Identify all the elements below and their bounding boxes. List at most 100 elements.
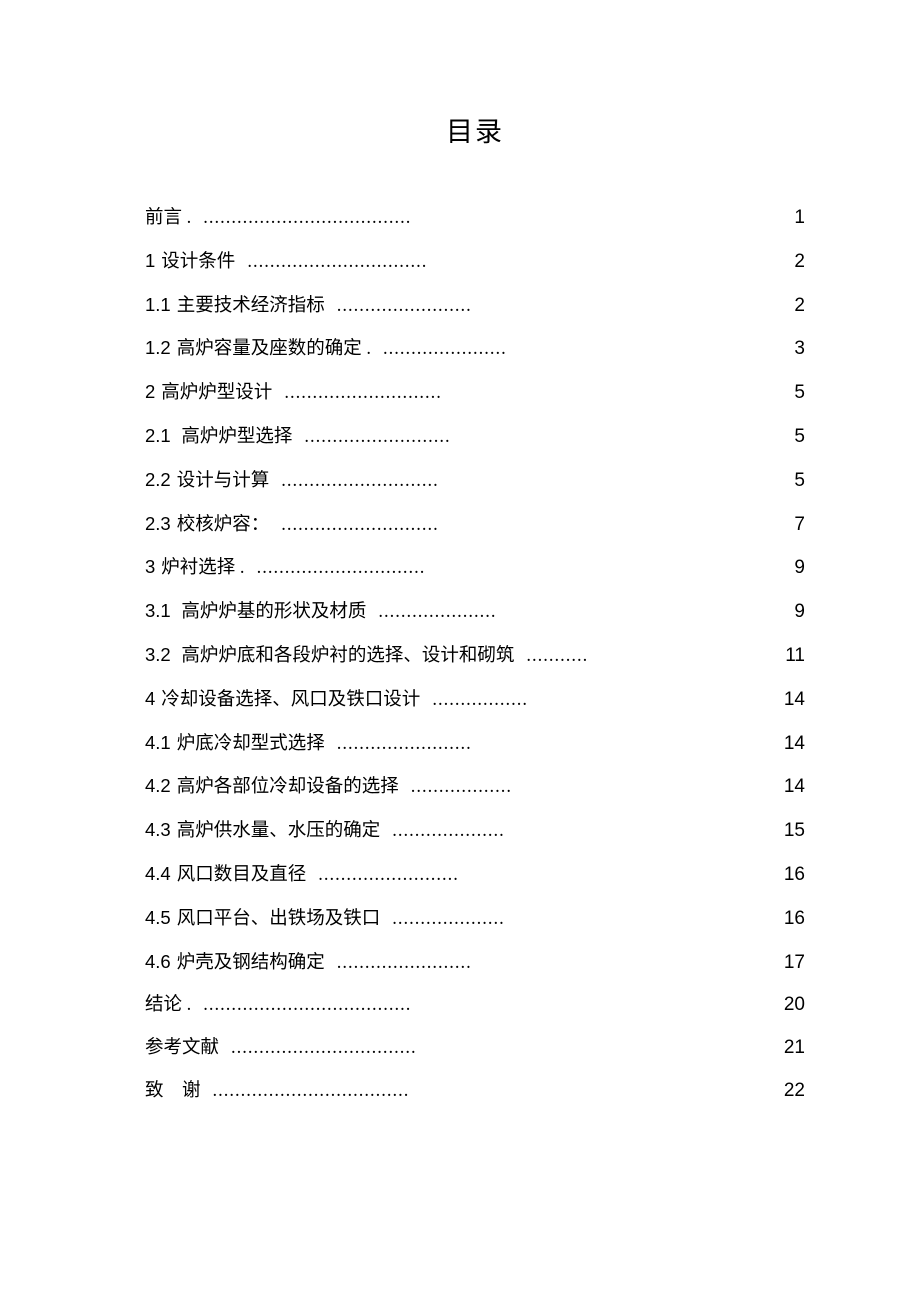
toc-row: 参考文献................................. 21 [145, 1037, 805, 1060]
toc-page-number: 2 [775, 295, 805, 318]
toc-row: 4.1炉底冷却型式选择........................ 14 [145, 732, 805, 756]
toc-page-number: 5 [775, 470, 805, 493]
toc-page-number: 20 [775, 994, 805, 1017]
toc-dots: ..................................... [201, 207, 411, 229]
toc-entry-number: 4.3 [145, 819, 171, 840]
toc-entry-label: 3.1 高炉炉基的形状及材质 [145, 600, 376, 623]
toc-dots: ............................ [279, 514, 439, 536]
toc-entry-label: 结论 . [145, 994, 201, 1016]
toc-entry-label: 1.1主要技术经济指标 [145, 294, 335, 317]
toc-entry-number: 3.2 [145, 644, 171, 665]
toc-entry-label: 4.5风口平台、出铁场及铁口 [145, 907, 390, 930]
toc-page-number: 3 [775, 338, 805, 361]
toc-entry-number: 4.4 [145, 863, 171, 884]
toc-dots: ..................... [376, 601, 496, 623]
toc-dots: .................. [409, 776, 512, 798]
toc-row: 4.6炉壳及钢结构确定........................ 17 [145, 951, 805, 975]
toc-dots: ........................ [335, 952, 472, 974]
toc-row: 1设计条件................................ 2 [145, 250, 805, 274]
toc-page-number: 14 [775, 776, 805, 799]
toc-dots: ..................................... [201, 994, 411, 1016]
toc-dots: ...................... [381, 338, 507, 360]
toc-entry-label: 4.4风口数目及直径 [145, 863, 316, 886]
toc-entry-number: 1.1 [145, 294, 171, 315]
toc-page-number: 16 [775, 864, 805, 887]
toc-page-number: 5 [775, 382, 805, 405]
toc-row: 3炉衬选择 ............................... 9 [145, 556, 805, 580]
toc-entry-label: 4.2高炉各部位冷却设备的选择 [145, 775, 409, 798]
toc-entry-label: 2.3校核炉容： [145, 513, 279, 536]
toc-entry-number: 3 [145, 556, 155, 577]
toc-row: 4.5风口平台、出铁场及铁口.................... 16 [145, 907, 805, 931]
toc-dots: ................................ [245, 251, 427, 273]
toc-page-number: 14 [775, 689, 805, 712]
toc-entry-label: 1设计条件 [145, 250, 245, 273]
page-container: 目录 前言 ..................................… [0, 0, 920, 1103]
toc-entry-label: 3炉衬选择 . [145, 556, 255, 579]
toc-title: 目录 [145, 110, 805, 149]
toc-row: 1.2高炉容量及座数的确定 ....................... 3 [145, 337, 805, 361]
toc-page-number: 1 [775, 207, 805, 230]
toc-page-number: 16 [775, 908, 805, 931]
toc-entry-number: 2.3 [145, 513, 171, 534]
toc-entry-label: 致 谢 [145, 1080, 211, 1102]
toc-entry-label: 4冷却设备选择、风口及铁口设计 [145, 688, 430, 711]
toc-entry-label: 参考文献 [145, 1037, 229, 1059]
toc-entry-label: 4.3高炉供水量、水压的确定 [145, 819, 390, 842]
toc-page-number: 5 [775, 426, 805, 449]
toc-dots: ................................. [229, 1037, 417, 1059]
toc-entry-number: 4.2 [145, 775, 171, 796]
toc-row: 结论 .....................................… [145, 994, 805, 1017]
toc-dots: .................... [390, 820, 505, 842]
toc-entry-label: 1.2高炉容量及座数的确定 . [145, 337, 381, 360]
toc-entry-number: 3.1 [145, 600, 171, 621]
toc-row: 4冷却设备选择、风口及铁口设计................. 14 [145, 688, 805, 712]
toc-entry-number: 2.1 [145, 425, 171, 446]
toc-dots: ................................... [211, 1080, 410, 1102]
toc-dots: ........................ [335, 295, 472, 317]
toc-dots: .............................. [255, 557, 426, 579]
toc-row: 2.3校核炉容：............................ 7 [145, 513, 805, 537]
toc-entry-number: 2.2 [145, 469, 171, 490]
toc-row: 2.2设计与计算............................ 5 [145, 469, 805, 493]
toc-row: 3.1 高炉炉基的形状及材质..................... 9 [145, 600, 805, 624]
toc-dots: ......................... [316, 864, 459, 886]
toc-row: 前言 .....................................… [145, 207, 805, 230]
toc-page-number: 2 [775, 251, 805, 274]
toc-entry-number: 4.5 [145, 907, 171, 928]
toc-page-number: 17 [775, 952, 805, 975]
toc-entry-number: 4.1 [145, 732, 171, 753]
toc-row: 3.2 高炉炉底和各段炉衬的选择、设计和砌筑...........11 [145, 644, 805, 668]
toc-page-number: 9 [775, 557, 805, 580]
toc-entry-number: 4 [145, 688, 155, 709]
toc-dots: ............................ [282, 382, 442, 404]
toc-entry-number: 4.6 [145, 951, 171, 972]
toc-page-number: 15 [775, 820, 805, 843]
toc-entry-number: 1 [145, 250, 155, 271]
toc-list: 前言 .....................................… [145, 207, 805, 1103]
toc-row: 致 谢................................... 22 [145, 1080, 805, 1103]
toc-entry-label: 前言 . [145, 207, 201, 229]
toc-page-number: 21 [775, 1037, 805, 1060]
toc-entry-number: 2 [145, 381, 155, 402]
toc-row: 4.2高炉各部位冷却设备的选择.................. 14 [145, 775, 805, 799]
toc-entry-label: 2.1 高炉炉型选择 [145, 425, 302, 448]
toc-page-number: 9 [775, 601, 805, 624]
toc-entry-label: 4.6炉壳及钢结构确定 [145, 951, 335, 974]
toc-page-number: 14 [775, 733, 805, 756]
toc-page-number: 11 [775, 645, 805, 668]
toc-dots: .................... [390, 908, 505, 930]
toc-dots: ........... [524, 645, 588, 667]
toc-row: 2.1 高炉炉型选择.......................... 5 [145, 425, 805, 449]
toc-dots: ................. [430, 689, 528, 711]
toc-entry-label: 2.2设计与计算 [145, 469, 279, 492]
toc-dots: ............................ [279, 470, 439, 492]
toc-row: 4.4风口数目及直径......................... 16 [145, 863, 805, 887]
toc-page-number: 22 [775, 1080, 805, 1103]
toc-row: 4.3高炉供水量、水压的确定.................... 15 [145, 819, 805, 843]
toc-entry-number: 1.2 [145, 337, 171, 358]
toc-entry-label: 4.1炉底冷却型式选择 [145, 732, 335, 755]
toc-dots: ........................ [335, 733, 472, 755]
toc-page-number: 7 [775, 514, 805, 537]
toc-dots: .......................... [302, 426, 450, 448]
